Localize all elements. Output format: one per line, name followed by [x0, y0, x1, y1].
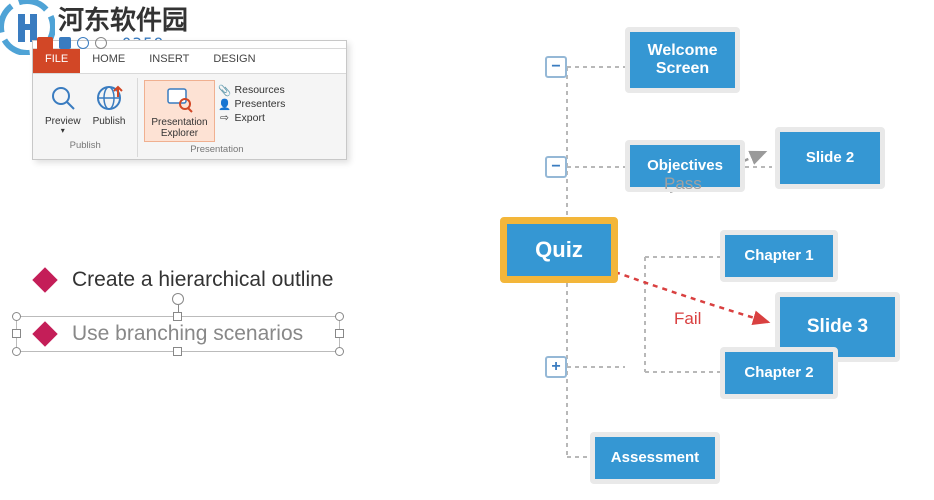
dropdown-icon: ▾	[61, 127, 65, 136]
globe-upload-icon	[93, 82, 125, 114]
group-label-publish: Publish	[70, 140, 101, 151]
magnifier-icon	[47, 82, 79, 114]
resize-handle-br[interactable]	[335, 347, 344, 356]
diamond-bullet-icon	[32, 321, 57, 346]
toggle-expand[interactable]: +	[545, 356, 567, 378]
edge-label-pass: Pass	[664, 174, 702, 194]
node-quiz[interactable]: Quiz	[500, 217, 618, 283]
publish-button[interactable]: Publish	[87, 80, 132, 129]
resize-handle-r[interactable]	[335, 329, 344, 338]
qat-save-icon[interactable]	[59, 37, 71, 49]
tab-design[interactable]: DESIGN	[201, 49, 267, 73]
person-icon: 👤	[219, 98, 231, 110]
app-icon	[37, 37, 53, 53]
bullet-text-1: Create a hierarchical outline	[72, 268, 333, 292]
pe-label-2: Explorer	[161, 128, 198, 139]
node-chapter2[interactable]: Chapter 2	[720, 347, 838, 399]
node-slide2[interactable]: Slide 2	[775, 127, 885, 189]
attachment-icon: 📎	[219, 84, 231, 96]
bullet-item-2[interactable]: Use branching scenarios	[30, 322, 330, 346]
presenters-button[interactable]: 👤 Presenters	[219, 98, 286, 110]
resize-handle-tr[interactable]	[335, 312, 344, 321]
export-label: Export	[235, 112, 265, 124]
tab-home[interactable]: HOME	[80, 49, 137, 73]
resize-handle-bl[interactable]	[12, 347, 21, 356]
qat-redo-icon[interactable]	[95, 37, 107, 49]
diamond-bullet-icon	[32, 267, 57, 292]
rotate-handle[interactable]	[172, 293, 184, 305]
presentation-explorer-button[interactable]: Presentation Explorer	[144, 80, 214, 142]
resize-handle-t[interactable]	[173, 312, 182, 321]
qat-undo-icon[interactable]	[77, 37, 89, 49]
resources-label: Resources	[235, 84, 285, 96]
export-button[interactable]: ⇨ Export	[219, 112, 286, 124]
node-assessment[interactable]: Assessment	[590, 432, 720, 484]
ribbon-tabs: FILE HOME INSERT DESIGN	[33, 49, 346, 73]
ribbon-window: FILE HOME INSERT DESIGN Preview ▾ Publis…	[32, 40, 347, 160]
ribbon: Preview ▾ Publish Publish Presenta	[33, 73, 346, 159]
ribbon-group-presentation: Presentation Explorer 📎 Resources 👤 Pres…	[138, 78, 295, 157]
node-welcome[interactable]: Welcome Screen	[625, 27, 740, 93]
edge-label-fail: Fail	[674, 309, 701, 329]
bullet-text-2: Use branching scenarios	[72, 322, 303, 346]
group-label-presentation: Presentation	[190, 144, 243, 155]
resize-handle-b[interactable]	[173, 347, 182, 356]
toggle-collapse-1[interactable]: −	[545, 56, 567, 78]
resize-handle-tl[interactable]	[12, 312, 21, 321]
tab-insert[interactable]: INSERT	[137, 49, 201, 73]
branching-diagram: − − + Welcome Screen Objectives Slide 2 …	[440, 12, 930, 492]
preview-button[interactable]: Preview ▾	[39, 80, 87, 138]
bullet-list: Create a hierarchical outline Use branch…	[30, 268, 333, 376]
publish-label: Publish	[93, 116, 126, 127]
presenters-label: Presenters	[235, 98, 286, 110]
ribbon-group-publish: Preview ▾ Publish Publish	[33, 78, 138, 157]
node-chapter1[interactable]: Chapter 1	[720, 230, 838, 282]
quick-access-toolbar	[59, 37, 107, 49]
presentation-small-buttons: 📎 Resources 👤 Presenters ⇨ Export	[215, 80, 290, 124]
rotate-stem	[178, 303, 179, 313]
toggle-collapse-2[interactable]: −	[545, 156, 567, 178]
export-icon: ⇨	[219, 112, 231, 124]
pe-label-1: Presentation	[151, 117, 207, 128]
explorer-icon	[163, 83, 195, 115]
resize-handle-l[interactable]	[12, 329, 21, 338]
titlebar	[33, 41, 346, 49]
bullet-item-1: Create a hierarchical outline	[30, 268, 333, 292]
resources-button[interactable]: 📎 Resources	[219, 84, 286, 96]
watermark-title: 河东软件园	[58, 0, 188, 37]
